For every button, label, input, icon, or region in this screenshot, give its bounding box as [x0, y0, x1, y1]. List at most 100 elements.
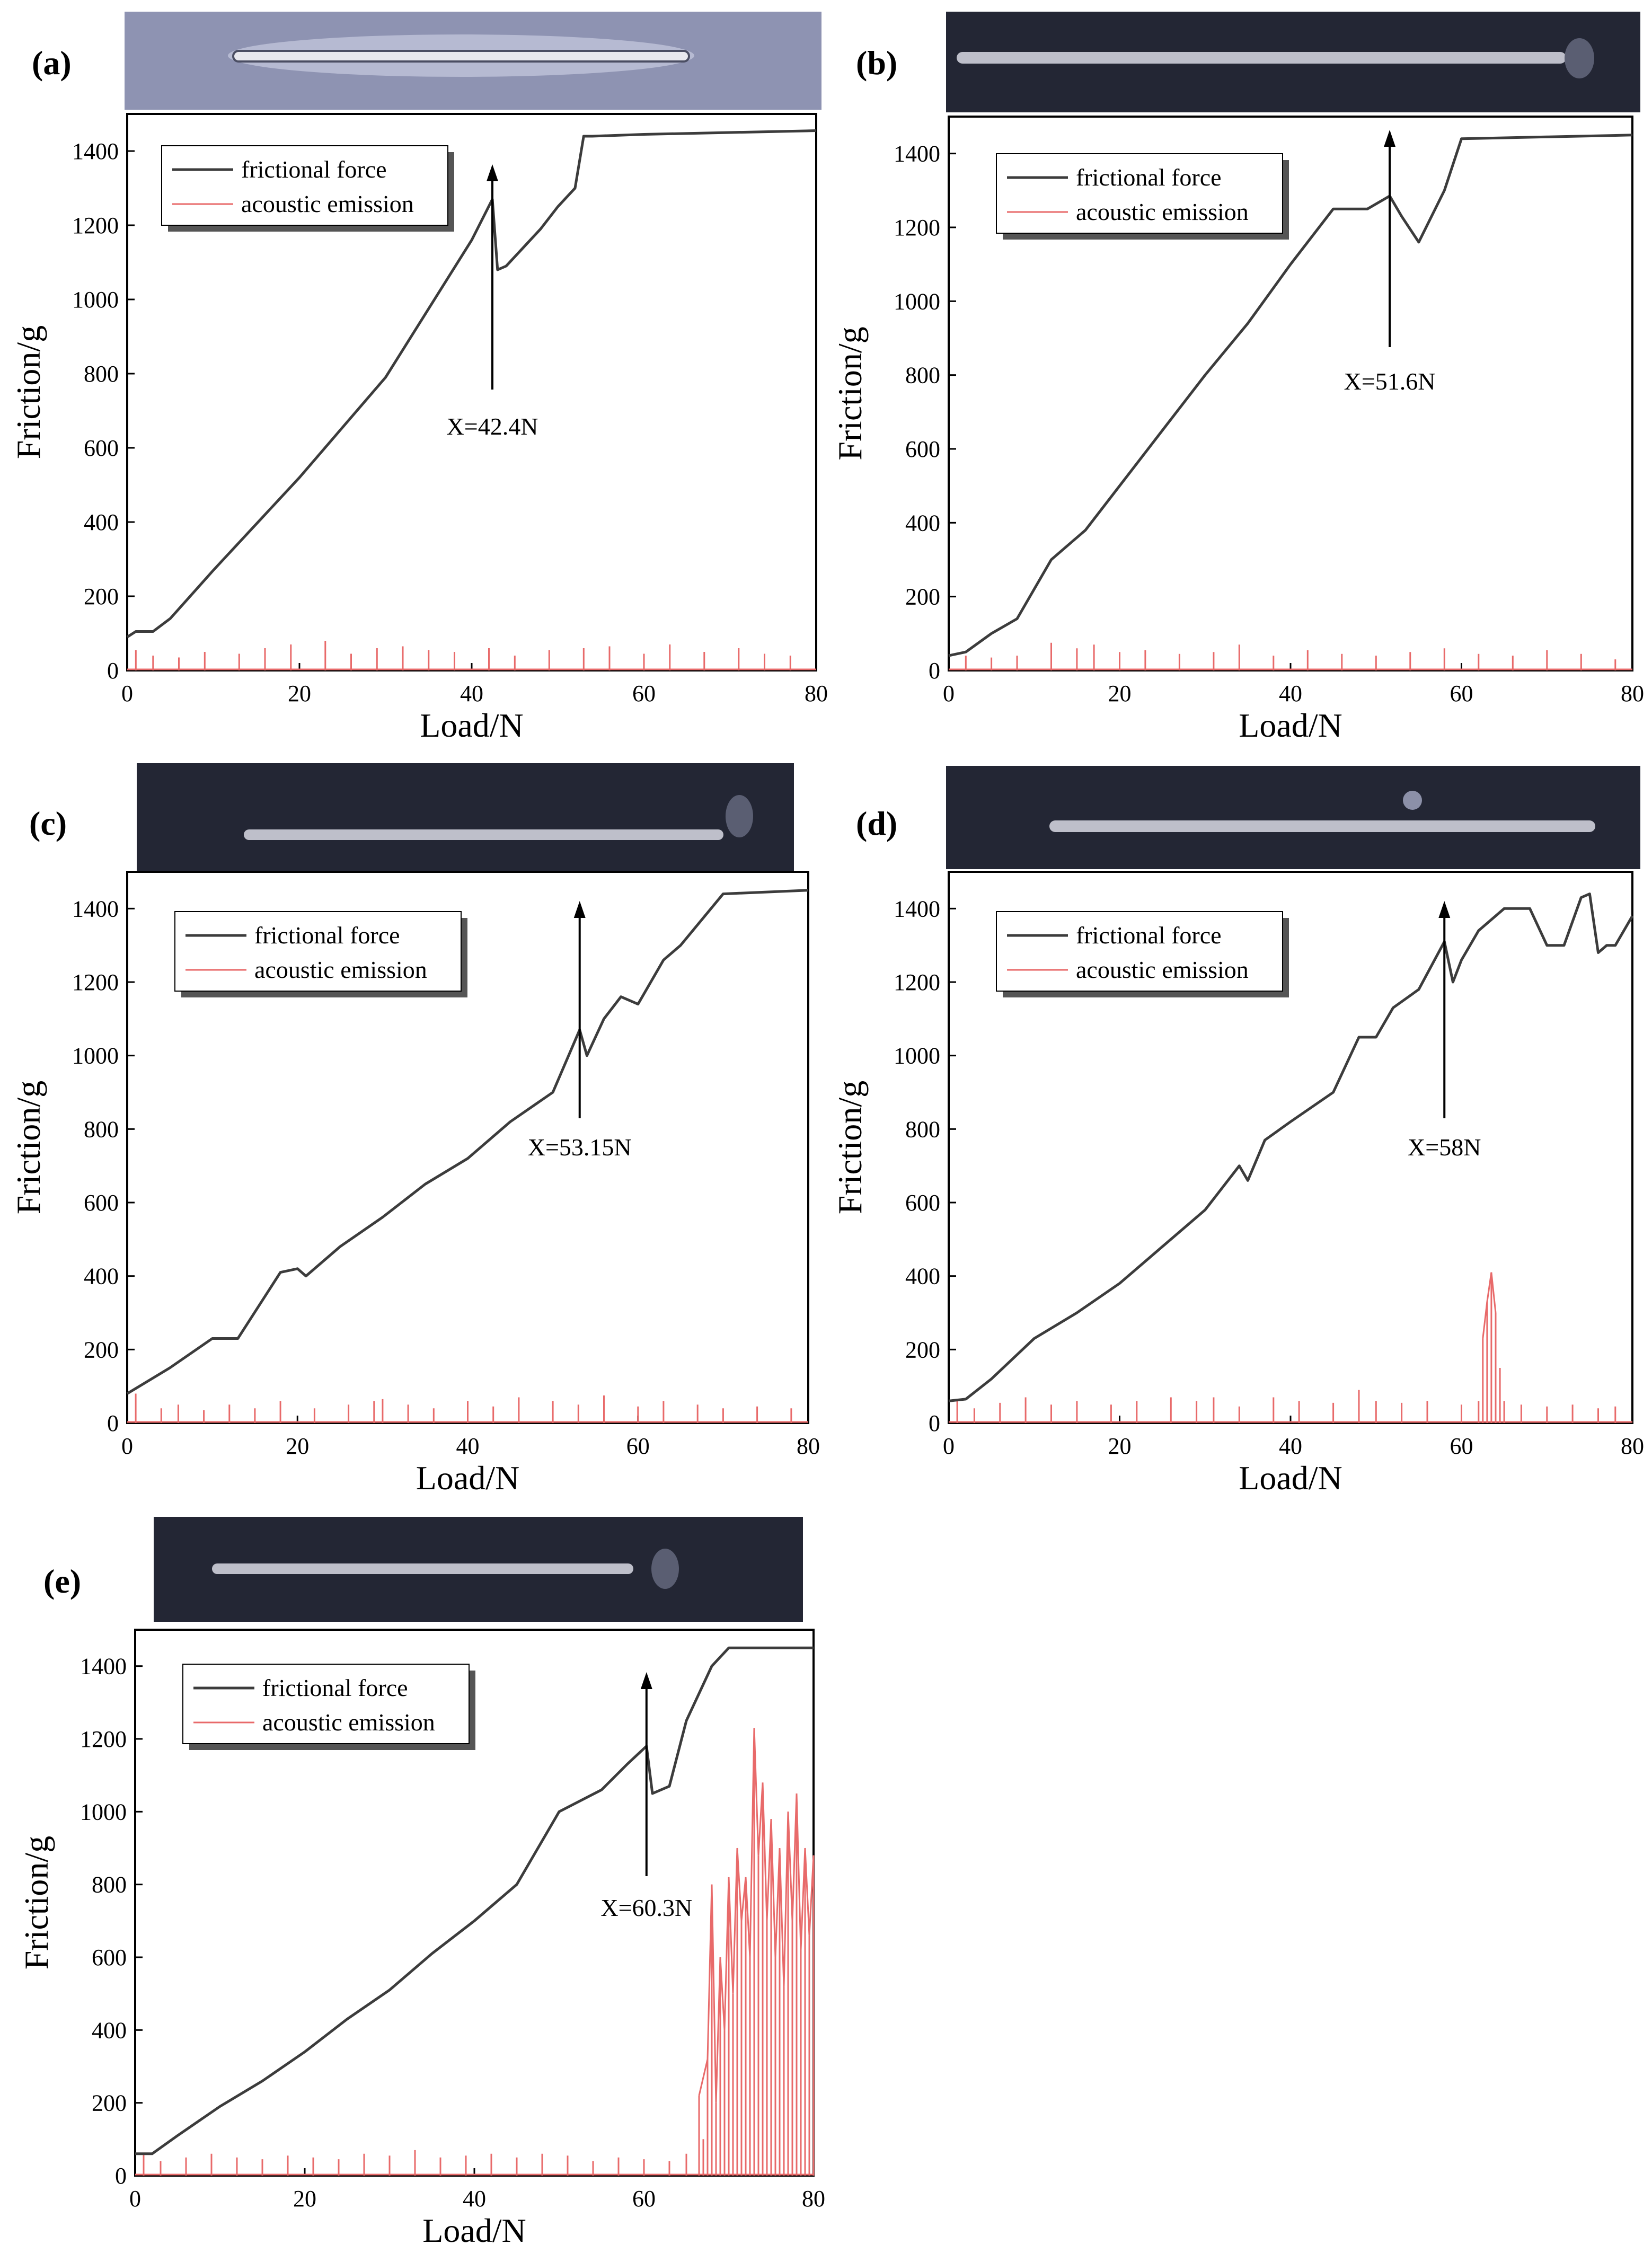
y-tick-label: 200	[905, 1337, 940, 1363]
annotation-label: X=60.3N	[600, 1894, 692, 1921]
y-tick-label: 200	[92, 2090, 127, 2116]
y-tick-label: 0	[115, 2163, 127, 2189]
panel-label: (b)	[856, 44, 897, 82]
annotation: X=58N	[1408, 901, 1481, 1161]
legend-box	[182, 1664, 470, 1744]
frictional-force-series	[135, 1646, 814, 2155]
plot-lines	[126, 889, 809, 1423]
y-tick-label: 1400	[894, 896, 940, 922]
legend-label: frictional force	[1076, 922, 1222, 949]
x-tick-label: 40	[456, 1433, 480, 1459]
x-axis-label: Load/N	[1239, 706, 1342, 744]
x-tick-label: 20	[1108, 681, 1132, 706]
x-axis-label: Load/N	[420, 706, 524, 744]
y-tick-label: 1000	[72, 287, 119, 313]
annotation-arrow-head	[1384, 130, 1396, 147]
y-axis-label: Friction/g	[831, 326, 869, 460]
legend-label: frictional force	[254, 922, 400, 949]
acoustic-emission-series	[956, 1272, 1616, 1423]
spall-debris	[1403, 791, 1422, 810]
acoustic-emission-series	[143, 1728, 815, 2176]
y-tick-label: 600	[84, 1190, 119, 1216]
scratch-photo	[946, 766, 1640, 869]
y-tick-label: 0	[107, 1410, 119, 1436]
acoustic-emission-series	[965, 642, 1616, 670]
x-axis-label: Load/N	[422, 2212, 526, 2249]
x-tick-label: 40	[1279, 681, 1302, 706]
panel-label: (c)	[29, 805, 67, 842]
legend-box	[174, 911, 462, 992]
y-tick-label: 1000	[72, 1043, 119, 1069]
legend-box	[161, 145, 448, 226]
legend: frictional force acoustic emission	[182, 1664, 475, 1750]
y-tick-label: 0	[929, 658, 940, 684]
legend-box	[996, 911, 1283, 992]
scratch-end	[726, 795, 753, 837]
y-tick-label: 0	[107, 658, 119, 684]
panel-label: (e)	[43, 1562, 81, 1600]
plot-lines	[126, 129, 817, 670]
acoustic-emission-series	[135, 1393, 792, 1423]
annotation-arrow-head	[1438, 901, 1451, 918]
y-tick-label: 200	[84, 1337, 119, 1363]
y-tick-label: 600	[905, 1190, 940, 1216]
y-tick-label: 400	[92, 2017, 127, 2043]
y-tick-label: 1000	[894, 1043, 940, 1069]
legend-label: acoustic emission	[254, 956, 427, 983]
scratch-track	[957, 52, 1566, 64]
y-tick-label: 1200	[72, 213, 119, 238]
frictional-force-series	[126, 889, 809, 1395]
y-tick-label: 200	[84, 584, 119, 609]
annotation: X=53.15N	[528, 901, 632, 1161]
y-axis-label: Friction/g	[17, 1836, 55, 1969]
x-tick-label: 80	[1621, 681, 1644, 706]
x-tick-label: 80	[805, 681, 828, 706]
x-axis-label: Load/N	[1239, 1459, 1342, 1497]
legend: frictional force acoustic emission	[996, 911, 1289, 997]
x-tick-label: 0	[129, 2186, 141, 2212]
x-tick-label: 0	[121, 681, 133, 706]
scratch-photo	[125, 12, 821, 110]
photo-background	[946, 766, 1640, 869]
y-tick-label: 800	[92, 1872, 127, 1898]
plot-lines	[948, 134, 1633, 670]
x-tick-label: 40	[463, 2186, 486, 2212]
x-tick-label: 20	[286, 1433, 309, 1459]
scratch-end	[651, 1549, 679, 1589]
x-tick-label: 60	[1450, 681, 1473, 706]
y-tick-label: 1200	[80, 1726, 127, 1752]
x-tick-label: 60	[626, 1433, 650, 1459]
legend-label: frictional force	[241, 156, 387, 183]
annotation-label: X=53.15N	[528, 1134, 632, 1161]
frictional-force-series	[948, 893, 1634, 1402]
x-tick-label: 0	[943, 1433, 955, 1459]
y-tick-label: 1400	[80, 1654, 127, 1680]
y-tick-label: 1400	[72, 138, 119, 164]
y-tick-label: 800	[905, 1116, 940, 1142]
legend: frictional force acoustic emission	[161, 145, 454, 232]
plot-lines	[135, 1646, 815, 2176]
y-tick-label: 800	[84, 1116, 119, 1142]
x-tick-label: 80	[802, 2186, 825, 2212]
y-tick-label: 1200	[894, 969, 940, 995]
legend-label: acoustic emission	[262, 1709, 435, 1736]
x-tick-label: 80	[1621, 1433, 1644, 1459]
y-tick-label: 1000	[80, 1799, 127, 1825]
panel-label: (d)	[856, 805, 897, 842]
y-tick-label: 400	[905, 510, 940, 536]
legend-label: frictional force	[262, 1674, 408, 1701]
y-tick-label: 1200	[894, 215, 940, 241]
legend: frictional force acoustic emission	[174, 911, 467, 997]
scratch-photo	[137, 763, 794, 872]
y-tick-label: 600	[905, 436, 940, 462]
x-axis-label: Load/N	[416, 1459, 520, 1497]
legend-box	[996, 153, 1283, 234]
photo-background	[137, 763, 794, 872]
